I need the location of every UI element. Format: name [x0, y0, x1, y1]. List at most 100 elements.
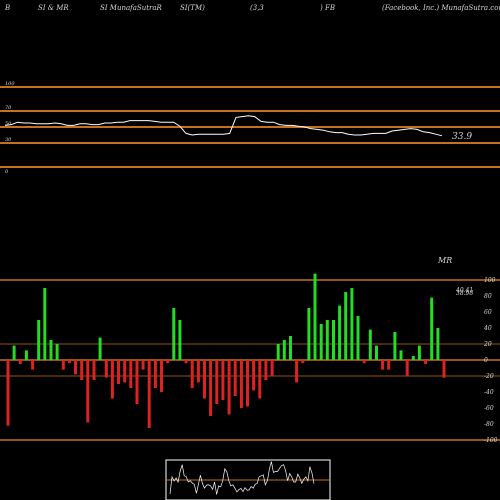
- mr-bar: [117, 360, 120, 384]
- header-text-1: SI & MR: [38, 4, 69, 12]
- mr-y-tick: -20: [484, 373, 494, 380]
- mr-bar: [313, 273, 317, 360]
- mr-bar: [129, 360, 133, 388]
- mr-bar: [442, 360, 446, 378]
- mr-bar: [49, 340, 53, 360]
- mr-bar: [104, 360, 108, 378]
- mr-bar: [301, 360, 305, 364]
- mr-y-tick: 0: [484, 357, 488, 364]
- mr-bar: [43, 288, 47, 360]
- mr-bar: [246, 360, 249, 407]
- mr-bar: [61, 360, 65, 370]
- header-text-5: ) FB: [320, 4, 335, 12]
- header-text-4: (3,3: [250, 4, 264, 12]
- mr-bar: [289, 336, 292, 360]
- mr-bar: [356, 316, 360, 360]
- rsi-y-tick: 0: [5, 169, 9, 175]
- mr-y-tick: -80: [484, 421, 494, 428]
- mr-y-tick: -40: [484, 389, 494, 396]
- mr-y-tick: 80: [484, 293, 492, 300]
- mini-rsi-panel: [165, 459, 331, 500]
- mr-bar: [6, 360, 10, 426]
- mr-y-tick: 100: [484, 277, 496, 284]
- rsi-last-value: 33.9: [452, 132, 472, 142]
- mr-bar: [67, 360, 71, 364]
- mr-bar: [18, 360, 22, 364]
- mr-bar: [258, 360, 262, 399]
- mr-bar: [387, 360, 391, 370]
- mr-bar: [92, 360, 96, 380]
- mr-bar: [123, 360, 127, 383]
- mr-bar: [190, 360, 194, 388]
- mini-line: [169, 461, 315, 495]
- mr-bar: [270, 360, 274, 376]
- mr-bar: [74, 360, 77, 375]
- mr-bar: [31, 360, 35, 370]
- mr-bar: [184, 360, 188, 364]
- mr-bar: [160, 360, 163, 392]
- mr-bar: [252, 360, 256, 391]
- header-text-0: B: [5, 4, 11, 12]
- mr-bar: [282, 340, 286, 360]
- mr-bar: [436, 328, 440, 360]
- mr-bar: [393, 332, 397, 360]
- mr-bar: [166, 360, 170, 364]
- mr-bar: [141, 360, 145, 370]
- mr-bar: [417, 345, 421, 360]
- mr-bar: [80, 360, 84, 380]
- header-text-3: SI(TM): [180, 4, 205, 12]
- mr-bar: [221, 360, 225, 400]
- mr-bar: [307, 308, 311, 360]
- header-text-6: (Facebook, Inc.) MunafaSutra.com: [382, 4, 500, 12]
- mr-bar: [86, 360, 90, 423]
- mr-y-tick: 20: [483, 341, 492, 348]
- mr-bar: [368, 329, 372, 360]
- mr-bar: [332, 320, 335, 360]
- rsi-panel: 100 70 50 30 0 33.9: [0, 81, 500, 175]
- mr-bar: [24, 350, 28, 360]
- mr-bar: [264, 360, 268, 380]
- mr-bar: [227, 360, 231, 415]
- mr-y-tick: -100: [484, 437, 498, 444]
- mr-bar: [37, 320, 41, 360]
- mr-bar: [381, 360, 385, 370]
- mr-bar: [110, 360, 114, 399]
- mr-bar: [411, 356, 415, 360]
- mr-bar: [209, 360, 213, 416]
- mr-bar: [338, 305, 342, 360]
- mr-bar: [405, 360, 409, 376]
- mr-bar: [172, 308, 176, 360]
- mr-bar: [295, 360, 299, 383]
- header-text-2: SI MunafaSutraR: [100, 4, 162, 12]
- mr-bar: [55, 344, 59, 360]
- mr-bar: [147, 360, 151, 428]
- mr-bar: [319, 324, 323, 360]
- mr-bar: [135, 360, 139, 404]
- mr-bar: [276, 344, 280, 360]
- mr-bar: [430, 297, 434, 360]
- mr-bar: [178, 320, 182, 360]
- mr-bar: [375, 345, 378, 360]
- mr-bar: [362, 360, 366, 364]
- mr-y-tick: 40: [483, 325, 492, 332]
- rsi-y-tick: 30: [5, 137, 12, 143]
- rsi-y-tick: 50: [5, 121, 12, 127]
- rsi-y-tick: 100: [5, 81, 15, 87]
- mr-value-label: 38.98: [456, 290, 473, 297]
- mr-bar: [399, 350, 403, 360]
- mr-bar: [350, 288, 354, 360]
- rsi-line: [4, 115, 443, 137]
- rsi-y-tick: 70: [5, 105, 12, 111]
- mr-bar: [325, 320, 329, 360]
- mr-bar: [233, 360, 237, 396]
- mr-bar: [424, 360, 428, 364]
- mr-bar: [98, 337, 102, 360]
- mr-bar: [196, 360, 200, 383]
- mr-bar: [239, 360, 243, 408]
- mr-y-tick: -60: [484, 405, 494, 412]
- mr-bar: [344, 292, 348, 360]
- mr-title: MR: [437, 256, 452, 265]
- mr-value-label: 40.41: [455, 287, 473, 294]
- mr-bar: [215, 360, 219, 404]
